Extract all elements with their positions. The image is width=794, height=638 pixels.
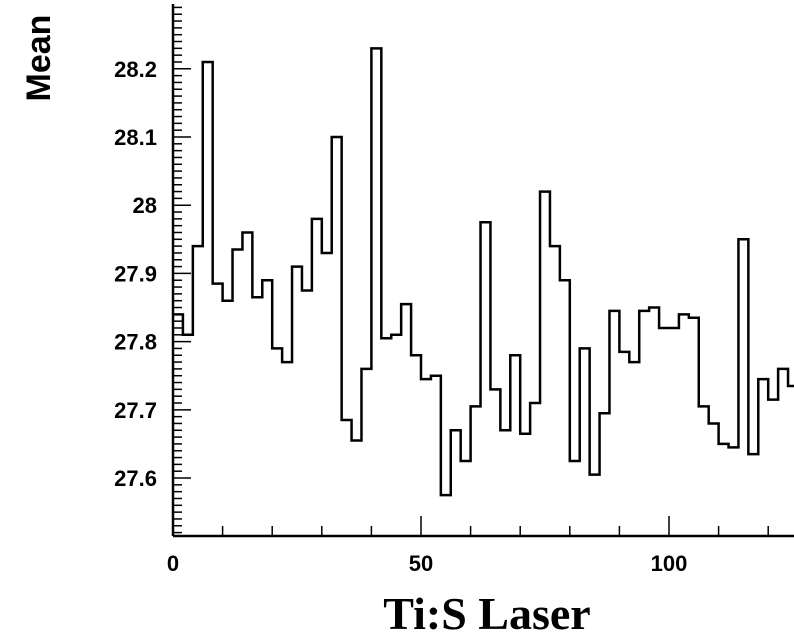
x-tick-label: 100 [651, 551, 688, 576]
x-axis-title: Ti:S Laser [383, 588, 590, 638]
y-tick-label: 27.6 [114, 466, 157, 491]
histogram-step-line [173, 47, 794, 497]
x-tick-label: 50 [409, 551, 433, 576]
y-axis-title: Mean [20, 15, 58, 102]
y-tick-label: 27.7 [114, 398, 157, 423]
y-tick-label: 28.2 [114, 57, 157, 82]
x-tick-label: 0 [167, 551, 179, 576]
y-tick-label: 27.8 [114, 330, 157, 355]
y-tick-label: 28.1 [114, 125, 157, 150]
y-tick-label: 28 [133, 193, 157, 218]
y-tick-label: 27.9 [114, 261, 157, 286]
